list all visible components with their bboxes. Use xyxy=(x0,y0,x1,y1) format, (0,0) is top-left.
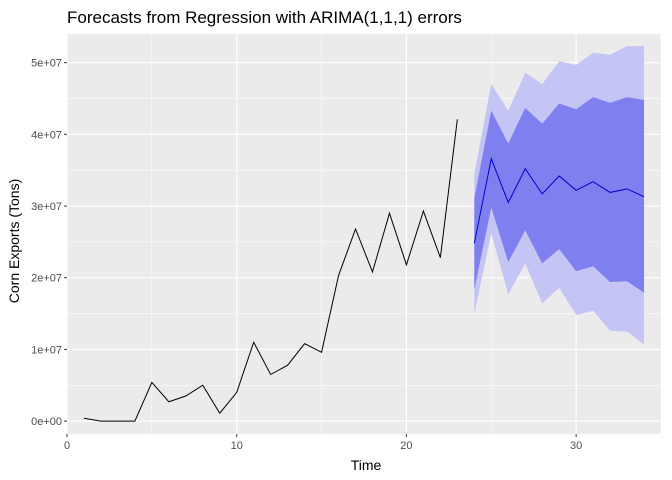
x-tick-label: 10 xyxy=(231,440,243,452)
observed-series-line xyxy=(83,119,458,422)
series-lines xyxy=(83,119,645,422)
forecast-band-80 xyxy=(474,97,645,293)
y-tick-label: 5e+07 xyxy=(31,58,62,70)
x-tick-label: 0 xyxy=(64,440,70,452)
y-tick-label: 1e+07 xyxy=(31,344,62,356)
y-tick-label: 2e+07 xyxy=(31,273,62,285)
x-tick-label: 30 xyxy=(570,440,582,452)
x-axis-title: Time xyxy=(351,457,382,473)
y-axis: 0e+00 1e+07 2e+07 3e+07 4e+07 5e+07 xyxy=(31,58,67,428)
y-tick-label: 0e+00 xyxy=(31,416,62,428)
forecast-bands xyxy=(474,46,645,345)
y-tick-label: 4e+07 xyxy=(31,129,62,141)
forecast-mean-line xyxy=(473,156,645,244)
y-axis-title: Corn Exports (Tons) xyxy=(6,179,22,303)
x-axis: 0 10 20 30 xyxy=(64,434,582,452)
y-tick-label: 3e+07 xyxy=(31,201,62,213)
x-tick-label: 20 xyxy=(400,440,412,452)
chart-title: Forecasts from Regression with ARIMA(1,1… xyxy=(67,8,462,27)
